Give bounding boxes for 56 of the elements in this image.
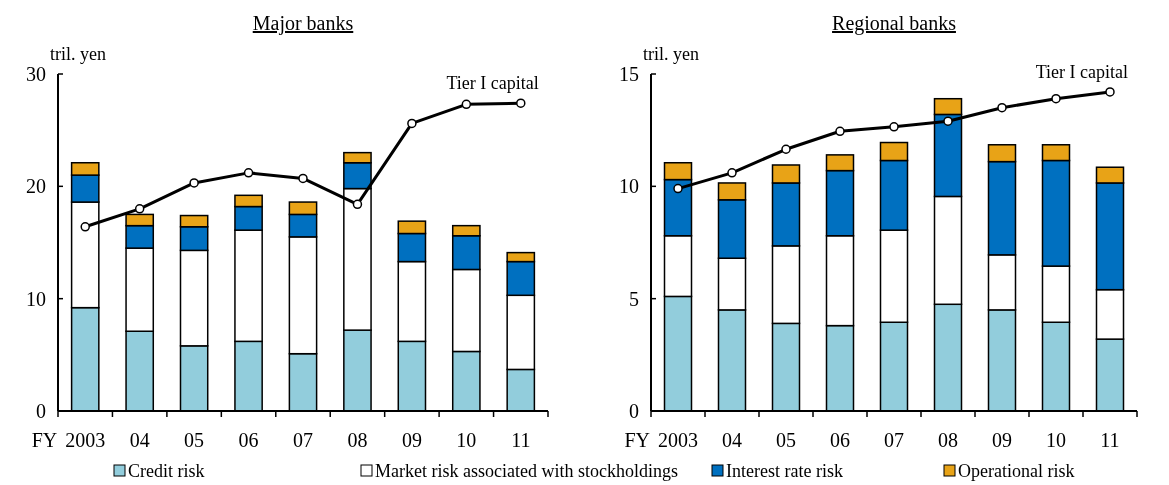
point — [673, 183, 683, 194]
x-tick-label: 11 — [511, 429, 531, 451]
series-label: Tier I capital — [446, 73, 539, 94]
point — [80, 222, 90, 232]
y-axis-title: tril. yen — [643, 44, 699, 64]
x-tick-label: 2003 — [658, 429, 698, 451]
legend-label: Interest rate risk — [726, 461, 843, 482]
point — [835, 126, 845, 137]
y-tick-label: 10 — [619, 175, 639, 198]
legend-label: Market risk associated with stockholdings — [375, 461, 678, 482]
x-tick-label: 07 — [884, 429, 904, 451]
legend-label: Credit risk — [128, 461, 205, 482]
x-tick-label: 06 — [238, 429, 259, 451]
point — [943, 116, 953, 126]
x-tick-label: 05 — [184, 429, 205, 451]
y-tick-label: 15 — [619, 63, 639, 85]
point — [243, 168, 254, 178]
point — [134, 204, 145, 214]
x-tick-label: 06 — [830, 429, 850, 451]
x-tick-label: 07 — [293, 429, 313, 451]
y-tick-label: 20 — [26, 175, 46, 198]
x-tick-label: 10 — [1046, 429, 1066, 451]
legend-label: Operational risk — [958, 461, 1075, 482]
x-tick-label: 09 — [992, 429, 1012, 451]
x-tick-label: 05 — [776, 429, 796, 451]
y-axis-title: tril. yen — [50, 44, 106, 64]
y-tick-label: 5 — [629, 287, 639, 310]
point — [1105, 87, 1115, 97]
y-tick-label: 10 — [26, 287, 46, 310]
series-label: Tier I capital — [1035, 61, 1128, 82]
point — [516, 98, 526, 108]
x-axis-title: FY — [624, 429, 650, 451]
x-tick-label: 10 — [456, 429, 477, 451]
point — [997, 102, 1007, 113]
y-tick-label: 0 — [36, 400, 46, 422]
x-tick-label: 08 — [938, 429, 958, 451]
chart-title: Regional banks — [832, 12, 957, 35]
x-tick-label: 08 — [347, 429, 368, 451]
point — [407, 118, 417, 129]
x-tick-label: 04 — [722, 429, 742, 451]
point — [189, 178, 199, 188]
x-tick-label: 2003 — [65, 429, 106, 451]
x-tick-label: 11 — [1100, 429, 1120, 451]
chart-title: Major banks — [252, 12, 354, 35]
point — [352, 199, 363, 210]
point — [781, 144, 791, 155]
point — [727, 168, 737, 178]
y-tick-label: 30 — [26, 63, 46, 85]
x-tick-label: 09 — [401, 429, 422, 451]
point — [1051, 93, 1061, 104]
point — [889, 122, 899, 132]
y-tick-label: 0 — [629, 400, 639, 422]
point — [298, 173, 308, 184]
x-axis-title: FY — [31, 429, 58, 451]
x-tick-label: 04 — [129, 429, 150, 451]
point — [461, 99, 472, 110]
